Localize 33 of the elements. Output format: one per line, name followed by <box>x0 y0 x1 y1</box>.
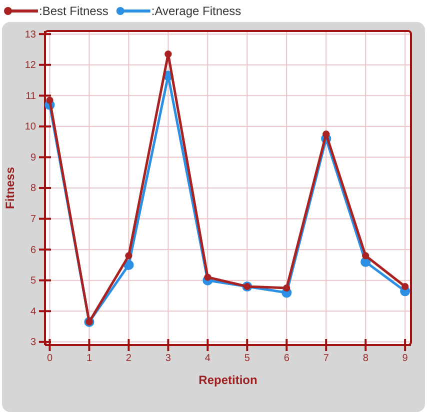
y-tick-label: 10 <box>24 122 36 133</box>
y-tick-label: 12 <box>24 60 36 72</box>
y-tick-label: 11 <box>26 90 36 102</box>
point <box>322 130 330 138</box>
y-tick-label: 5 <box>30 276 36 287</box>
y-tick-label: 13 <box>24 29 36 40</box>
x-tick-label: 8 <box>362 353 369 364</box>
y-tick-label: 4 <box>30 306 36 318</box>
legend-label: :Average Fitness <box>151 4 242 18</box>
y-tick-label: 3 <box>30 337 36 348</box>
x-tick-label: 2 <box>126 353 132 364</box>
point <box>164 50 172 58</box>
x-tick-label: 3 <box>165 353 172 364</box>
x-tick-label: 1 <box>86 353 92 364</box>
x-tick-label: 7 <box>323 353 330 364</box>
point <box>46 96 54 104</box>
point <box>283 284 290 292</box>
x-axis-title: Repetition <box>198 373 258 387</box>
y-tick-label: 6 <box>30 244 36 256</box>
point <box>125 252 132 260</box>
y-tick-label: 9 <box>30 152 36 164</box>
y-tick-label: 8 <box>30 183 36 194</box>
point <box>204 274 212 281</box>
legend-label: :Best Fitness <box>39 4 108 18</box>
x-tick-label: 6 <box>284 353 290 364</box>
x-tick-label: 0 <box>46 353 53 364</box>
y-tick-label: 7 <box>30 214 36 225</box>
x-tick-label: 4 <box>204 353 211 364</box>
x-tick-label: 5 <box>244 353 250 364</box>
x-tick-label: 9 <box>402 353 408 364</box>
y-axis-title: Fitness <box>3 166 17 210</box>
point <box>362 252 370 260</box>
point <box>402 282 409 290</box>
